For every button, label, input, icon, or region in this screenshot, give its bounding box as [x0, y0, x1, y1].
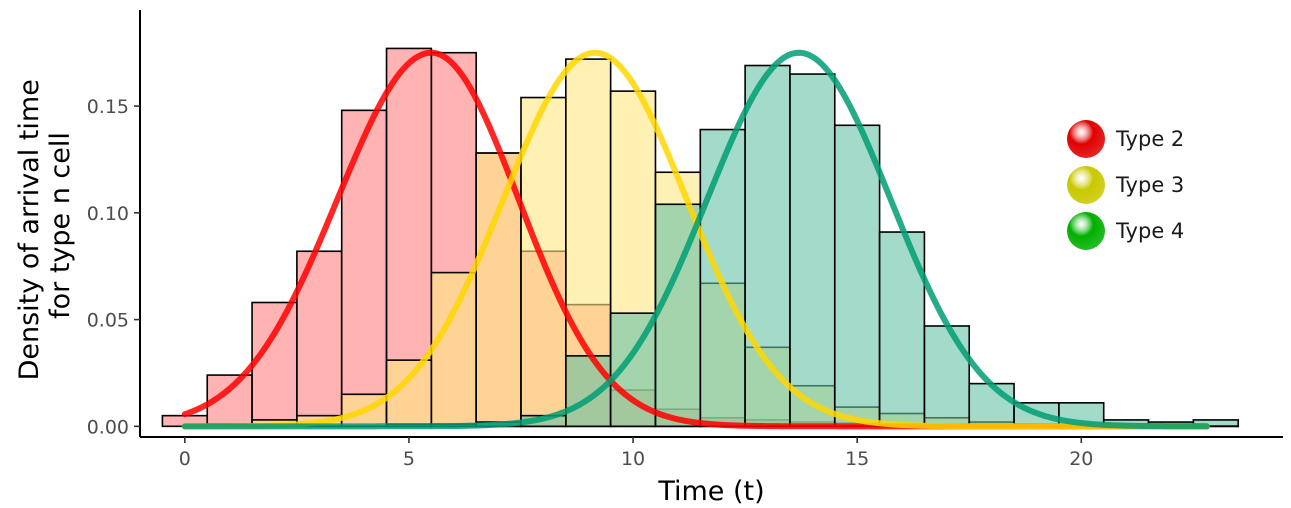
density-curves	[181, 49, 1210, 430]
legend-label: Type 4	[1115, 219, 1184, 243]
y-tick-label: 0.00	[87, 416, 129, 438]
y-axis-title-line-2: for type n cell	[45, 132, 76, 319]
y-tick-label: 0.10	[87, 203, 129, 225]
bar	[475, 152, 522, 428]
legend-key	[1067, 120, 1105, 158]
x-tick-label: 15	[845, 448, 869, 470]
bar	[968, 382, 1015, 428]
bar	[565, 355, 612, 428]
y-axis-title: Density of arrival time for type n cell	[14, 71, 76, 381]
legend-label: Type 2	[1115, 127, 1184, 151]
bar	[789, 73, 836, 428]
y-tick-label: 0.05	[87, 310, 129, 332]
bar	[251, 301, 298, 428]
legend-key	[1067, 212, 1105, 250]
bar	[430, 271, 477, 428]
y-tick-label: 0.15	[87, 96, 129, 118]
x-tick-label: 20	[1069, 448, 1093, 470]
tick-labels: 0 5 10 15 20 0.00 0.05 0.10 0.15	[87, 96, 1094, 470]
bar	[340, 109, 388, 428]
legend: Type 2 Type 3 Type 4	[1067, 120, 1184, 250]
x-tick-label: 5	[403, 448, 415, 470]
legend-label: Type 3	[1115, 173, 1184, 197]
bar	[923, 325, 971, 428]
y-axis-title-line-1: Density of arrival time	[14, 79, 45, 380]
bar	[744, 64, 791, 428]
x-axis-title: Time (t)	[657, 476, 764, 507]
axes	[139, 10, 1283, 438]
x-tick-label: 10	[621, 448, 645, 470]
x-tick-label: 0	[179, 448, 191, 470]
bar	[833, 124, 881, 428]
curve-type-4	[181, 49, 1210, 430]
legend-key	[1067, 166, 1105, 204]
bar	[1192, 419, 1239, 428]
